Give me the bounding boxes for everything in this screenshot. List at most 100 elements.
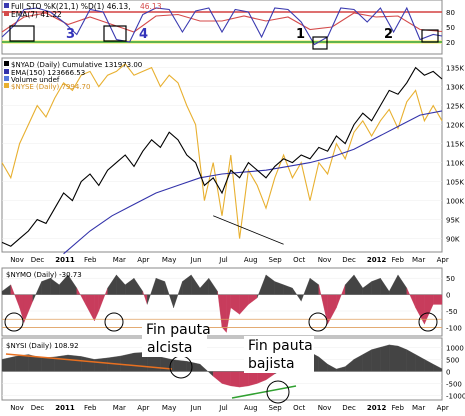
x-axis-label: Dec [342, 404, 356, 412]
x-axis-label: Nov [10, 256, 24, 264]
x-axis-label: May [162, 256, 176, 264]
x-axis-label: Oct [293, 404, 305, 412]
price-tick: 120K [446, 122, 464, 130]
x-axis-label: Apr [137, 256, 149, 264]
x-axis-label: Dec [31, 404, 45, 412]
x-axis-label: May [162, 404, 176, 412]
sto-tick: 80 [446, 9, 455, 17]
x-axis-label: 2011 [55, 256, 75, 264]
nymo-tick: 0 [446, 292, 450, 300]
nyad-legend-label: $NYAD (Daily) Cumulative 131973.00 [11, 61, 142, 69]
nysi-area-segment [230, 371, 240, 388]
price-tick: 95K [446, 217, 460, 225]
nymo-area-segment [433, 294, 443, 305]
nysi-area-segment [397, 345, 407, 372]
x-axis-label: 2012 [367, 256, 387, 264]
ema150-line [63, 110, 443, 255]
nysi-tick: 500 [446, 356, 459, 364]
nysi-tick: -500 [446, 381, 462, 389]
nysi-area-segment [173, 359, 187, 372]
nysi-area-segment [94, 357, 108, 372]
sto-legend-swatch [4, 3, 9, 8]
nysi-area-segment [221, 371, 231, 387]
nyse-legend-label: $NYSE (Daily) 7994.70 [11, 83, 90, 91]
nyad-legend-swatch [4, 61, 9, 66]
x-axis-label: Jul [218, 256, 228, 264]
sto-box-right [421, 29, 439, 43]
nymo-tick: 50 [446, 275, 455, 283]
x-axis-label: Nov [10, 404, 24, 412]
nysi-area-segment [15, 354, 29, 372]
annot-bajista-line1: Fin pauta [248, 338, 313, 354]
nymo-circle-2 [104, 312, 124, 332]
price-legend: $NYAD (Daily) Cumulative 131973.00 EMA(1… [4, 61, 142, 91]
x-axis-label: 2011 [55, 404, 75, 412]
nysi-area-segment [67, 354, 82, 372]
sto-box-4 [103, 25, 127, 42]
x-axis-label: Feb [84, 256, 97, 264]
ema7-legend-label: EMA(7) 41.22 [11, 10, 62, 19]
x-axis-label: Nov [318, 256, 332, 264]
nymo-area-segment [221, 294, 227, 333]
nysi-trendline-top [5, 353, 173, 370]
sto-box-1 [312, 36, 328, 50]
nysi-area-segment [120, 352, 135, 372]
x-axis-label: Mar [412, 256, 425, 264]
nysi-tick: 1000 [446, 344, 464, 352]
x-axis-label: Jun [190, 256, 202, 264]
price-tick: 110K [446, 160, 464, 168]
nymo-circle-3 [308, 312, 328, 332]
x-axis-label: Nov [318, 404, 332, 412]
nysi-area-segment [371, 347, 381, 372]
x-axis-label: 2012 [367, 404, 387, 412]
ema150-legend-label: EMA(150) 123666.53 [11, 69, 85, 77]
nysi-circle-2 [266, 380, 290, 404]
annot-alcista-line2: alcista [147, 340, 192, 356]
annot-bajista-line2: bajista [248, 356, 295, 372]
nysi-area-segment [54, 354, 69, 372]
x-axis-label: Dec [342, 256, 356, 264]
volume-legend-label: Volume undef [11, 76, 60, 84]
sto-annotation-3: 3 [66, 27, 75, 42]
price-tick: 105K [446, 179, 464, 187]
nymo-circle-1 [4, 312, 24, 332]
sto-tick: 50 [446, 24, 455, 32]
x-axis-label: Apr [437, 404, 449, 412]
x-axis-label: Feb [84, 404, 97, 412]
price-trendline [213, 215, 284, 245]
x-axis-bottom: Nov Dec 2011 Feb Mar Apr May Jun Jul Aug Sep Oct Nov… [10, 404, 449, 412]
ema7-legend-swatch [4, 11, 9, 16]
x-axis-label: Aug [244, 256, 258, 264]
nysi-tick: -1000 [446, 393, 465, 401]
ema7-line [1, 12, 443, 33]
annot-alcista-line1: Fin pauta [146, 322, 211, 338]
price-tick: 125K [446, 103, 464, 111]
nysi-legend-label: $NYSI (Daily) 108.92 [6, 342, 79, 350]
sto-tick: 20 [446, 39, 455, 47]
nysi-area-segment [41, 356, 55, 372]
x-axis-label: Mar [113, 404, 126, 412]
sto-annotation-2: 2 [384, 27, 393, 42]
sto-plot: 80 50 20 [1, 6, 455, 47]
price-tick: 115K [446, 141, 464, 149]
sto-box-left [9, 25, 35, 42]
nymo-tick: -50 [446, 308, 457, 316]
nysi-area-segment [389, 344, 399, 372]
nymo-plot: 50 0 -50 -100 [1, 274, 462, 333]
nymo-legend-label: $NYMO (Daily) -30.73 [6, 271, 82, 279]
price-tick: 130K [446, 84, 464, 92]
price-tick: 100K [446, 198, 464, 206]
sto-annotation-1: 1 [296, 27, 305, 42]
x-axis-label: Apr [137, 404, 149, 412]
sto-legend-value: 46.13 [140, 2, 162, 11]
ema150-legend-swatch [4, 69, 9, 74]
sto-line [1, 6, 443, 46]
price-plot: 135K 130K 125K 120K 115K 110K 105K 100K 95K 90K [1, 63, 464, 255]
nysi-trendline-bottom [231, 385, 297, 399]
x-axis-label: Aug [244, 404, 258, 412]
nyad-line [1, 66, 443, 247]
nysi-plot: 1000 500 0 -500 -1000 [1, 344, 465, 401]
nyse-legend-swatch [4, 83, 9, 88]
x-axis-label: Mar [412, 404, 425, 412]
x-axis-label: Feb [392, 404, 405, 412]
